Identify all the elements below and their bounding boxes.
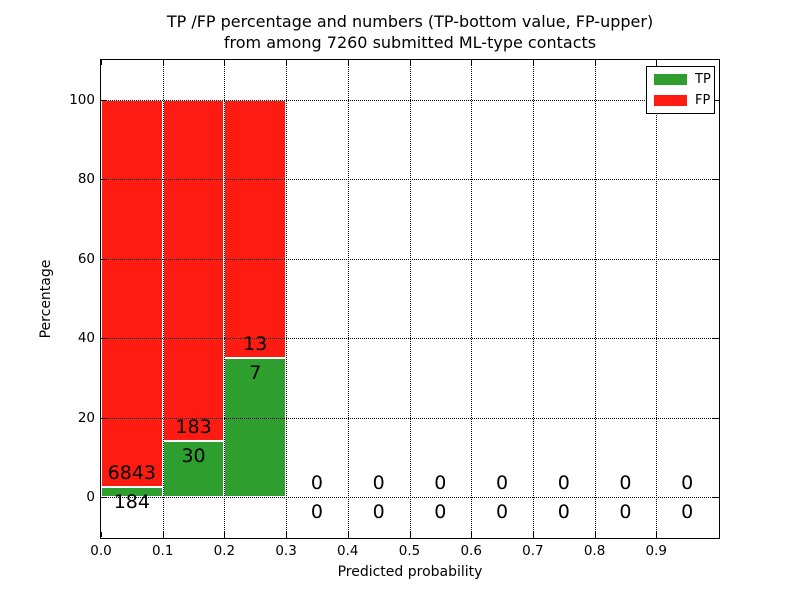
legend: TP FP [646,66,715,114]
x-tick-label: 0.7 [522,543,544,559]
x-tick [101,532,102,537]
x-tick [224,532,226,537]
legend-label-fp: FP [695,93,711,108]
x-tick [656,60,658,65]
chart-title-line2: from among 7260 submitted ML-type contac… [223,33,597,52]
y-tick [713,179,718,181]
x-tick [532,60,534,65]
y-tick [713,417,718,419]
x-tick [409,60,411,65]
x-grid-line [347,60,349,538]
bar-segment-fp [224,99,287,359]
x-grid-line [224,60,226,538]
fp-count-label: 0 [619,472,632,495]
y-tick [101,258,106,260]
x-grid-line [409,60,411,538]
y-axis-label: Percentage [38,259,54,339]
chart-title: TP /FP percentage and numbers (TP-bottom… [100,11,720,53]
x-tick [101,60,102,65]
y-tick-label: 80 [77,171,95,188]
tp-count-label: 7 [249,362,262,384]
fp-count-label: 0 [496,472,509,495]
tp-count-label: 0 [496,501,509,524]
legend-swatch [654,95,687,106]
x-tick-label: 0.5 [398,543,421,559]
tp-count-label: 0 [681,501,694,524]
y-tick [713,258,718,260]
legend-swatch [654,74,687,85]
x-grid-line [286,60,288,538]
x-tick-label: 0.3 [275,543,297,559]
x-tick [594,532,596,537]
bar-segment-tp [101,486,163,498]
y-tick-label: 0 [86,489,95,506]
bar-segment-tp [162,441,225,498]
legend-entry-tp: TP [654,73,711,86]
x-axis-label: Predicted probability [337,564,483,580]
x-tick-label: 0.6 [460,543,482,559]
x-grid-line [532,60,534,538]
x-tick-label: 0.1 [151,543,174,559]
tp-count-label: 0 [434,501,447,524]
y-tick [101,417,106,419]
tp-count-label: 0 [619,501,632,524]
legend-label-tp: TP [695,72,711,87]
x-tick [656,532,658,537]
x-tick [471,532,473,537]
fp-count-label: 0 [310,472,323,495]
x-tick [286,60,288,65]
x-tick-label: 0.2 [213,543,236,559]
x-tick [347,532,349,537]
tp-count-label: 0 [310,501,323,524]
x-grid-line [162,60,164,538]
y-tick-label: 20 [77,409,95,426]
fp-count-label: 0 [372,472,385,495]
x-tick [162,532,164,537]
bar-segment-fp [101,99,163,487]
fp-count-label: 0 [681,472,694,495]
x-tick-label: 0.4 [337,543,359,559]
y-tick-label: 40 [77,330,95,347]
plot-area: TP FP 0 20 40 60 80 100 0.0 0.1 0.2 0.3 0.4 0.5 0.6 0… [69,59,720,559]
tp-count-label: 30 [181,445,206,468]
tp-count-label: 0 [372,501,385,524]
y-tick-label: 60 [77,250,95,267]
x-grid-line [471,60,473,538]
fp-count-label: 13 [243,333,268,356]
x-tick [224,60,226,65]
y-tick-label: 100 [69,91,95,108]
y-tick [101,179,106,181]
tp-count-label: 0 [557,501,570,524]
x-tick-label: 0.9 [645,543,668,559]
bar-segment-fp [162,99,225,442]
x-tick [347,60,349,65]
x-tick [594,60,596,65]
x-tick [471,60,473,65]
fp-count-label: 0 [434,472,447,495]
x-tick-label: 0.8 [583,543,606,559]
y-tick [713,497,718,499]
y-tick [101,99,106,101]
legend-entry-fp: FP [654,93,711,108]
x-tick-label: 0.0 [90,543,112,559]
y-tick [101,497,106,499]
fp-count-label: 0 [557,472,570,495]
y-tick [713,99,718,101]
bar-segment-tp [224,358,287,498]
x-grid-line [656,60,658,538]
x-tick [532,532,534,537]
x-tick [286,532,288,537]
fp-count-label: 6843 [107,461,157,484]
y-tick [713,338,718,340]
x-tick [409,532,411,537]
fp-count-label: 183 [175,416,212,439]
x-grid-line [594,60,596,538]
y-tick [101,338,106,340]
chart-title-line1: TP /FP percentage and numbers (TP-bottom… [166,12,654,31]
tp-count-label: 184 [113,490,150,513]
x-tick [162,60,164,65]
